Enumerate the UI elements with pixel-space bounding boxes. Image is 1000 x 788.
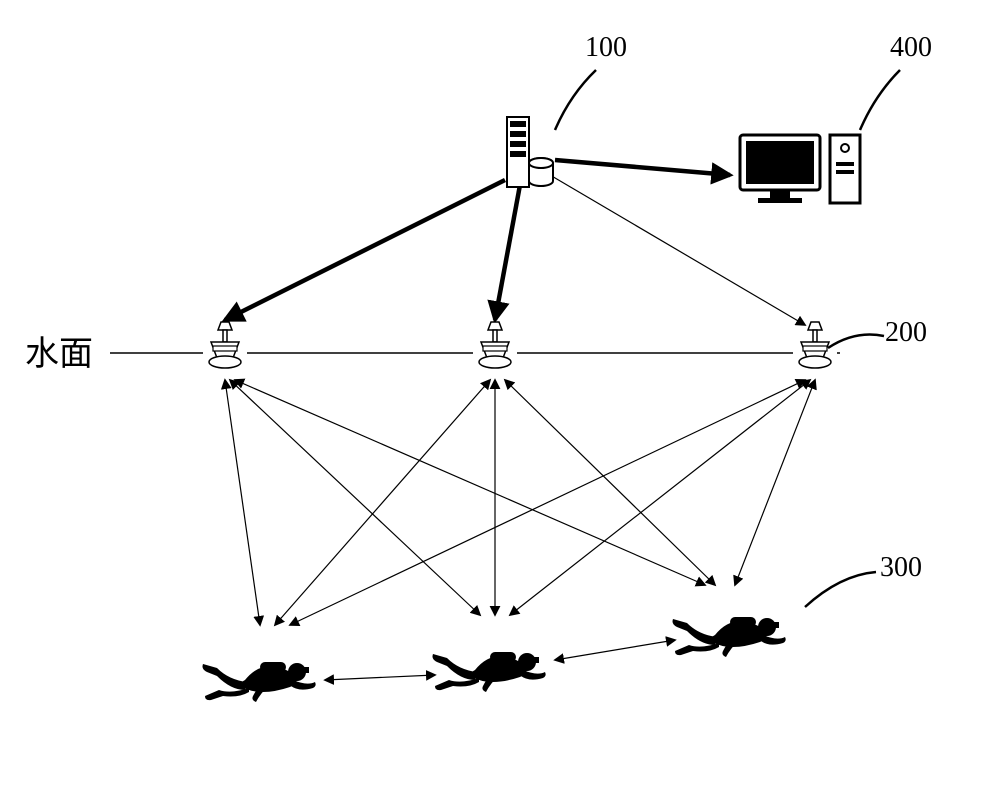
computer-icon — [740, 135, 860, 203]
callout-hook — [828, 335, 884, 349]
callout-hook — [555, 70, 596, 130]
callout-label-400: 400 — [890, 32, 932, 64]
callout-label-200: 200 — [885, 317, 927, 349]
edge-arrow — [505, 380, 715, 585]
edge-arrow — [495, 185, 520, 320]
diver-icon — [203, 662, 316, 702]
buoy-icon — [479, 322, 511, 368]
callout-label-100: 100 — [585, 32, 627, 64]
edge-arrow — [510, 380, 810, 615]
buoy-icon — [799, 322, 831, 368]
edge-arrow — [555, 160, 730, 175]
edge-arrow — [225, 380, 260, 625]
edge-arrow — [555, 640, 675, 660]
water-surface-label: 水面 — [25, 326, 93, 375]
edge-arrow — [550, 175, 805, 325]
edge-arrow — [230, 380, 480, 615]
diagram-canvas — [0, 0, 1000, 788]
callout-hook — [860, 70, 900, 130]
edge-arrow — [325, 675, 435, 680]
edge-arrow — [735, 380, 815, 585]
edge-arrow — [225, 180, 505, 320]
edge-arrow — [235, 380, 705, 585]
diver-icon — [433, 652, 546, 692]
server-icon — [507, 117, 553, 187]
diver-icon — [673, 617, 786, 657]
edge-arrow — [290, 380, 805, 625]
buoy-icon — [209, 322, 241, 368]
callout-label-300: 300 — [880, 552, 922, 584]
edge-arrow — [275, 380, 490, 625]
callout-hook — [805, 572, 876, 607]
